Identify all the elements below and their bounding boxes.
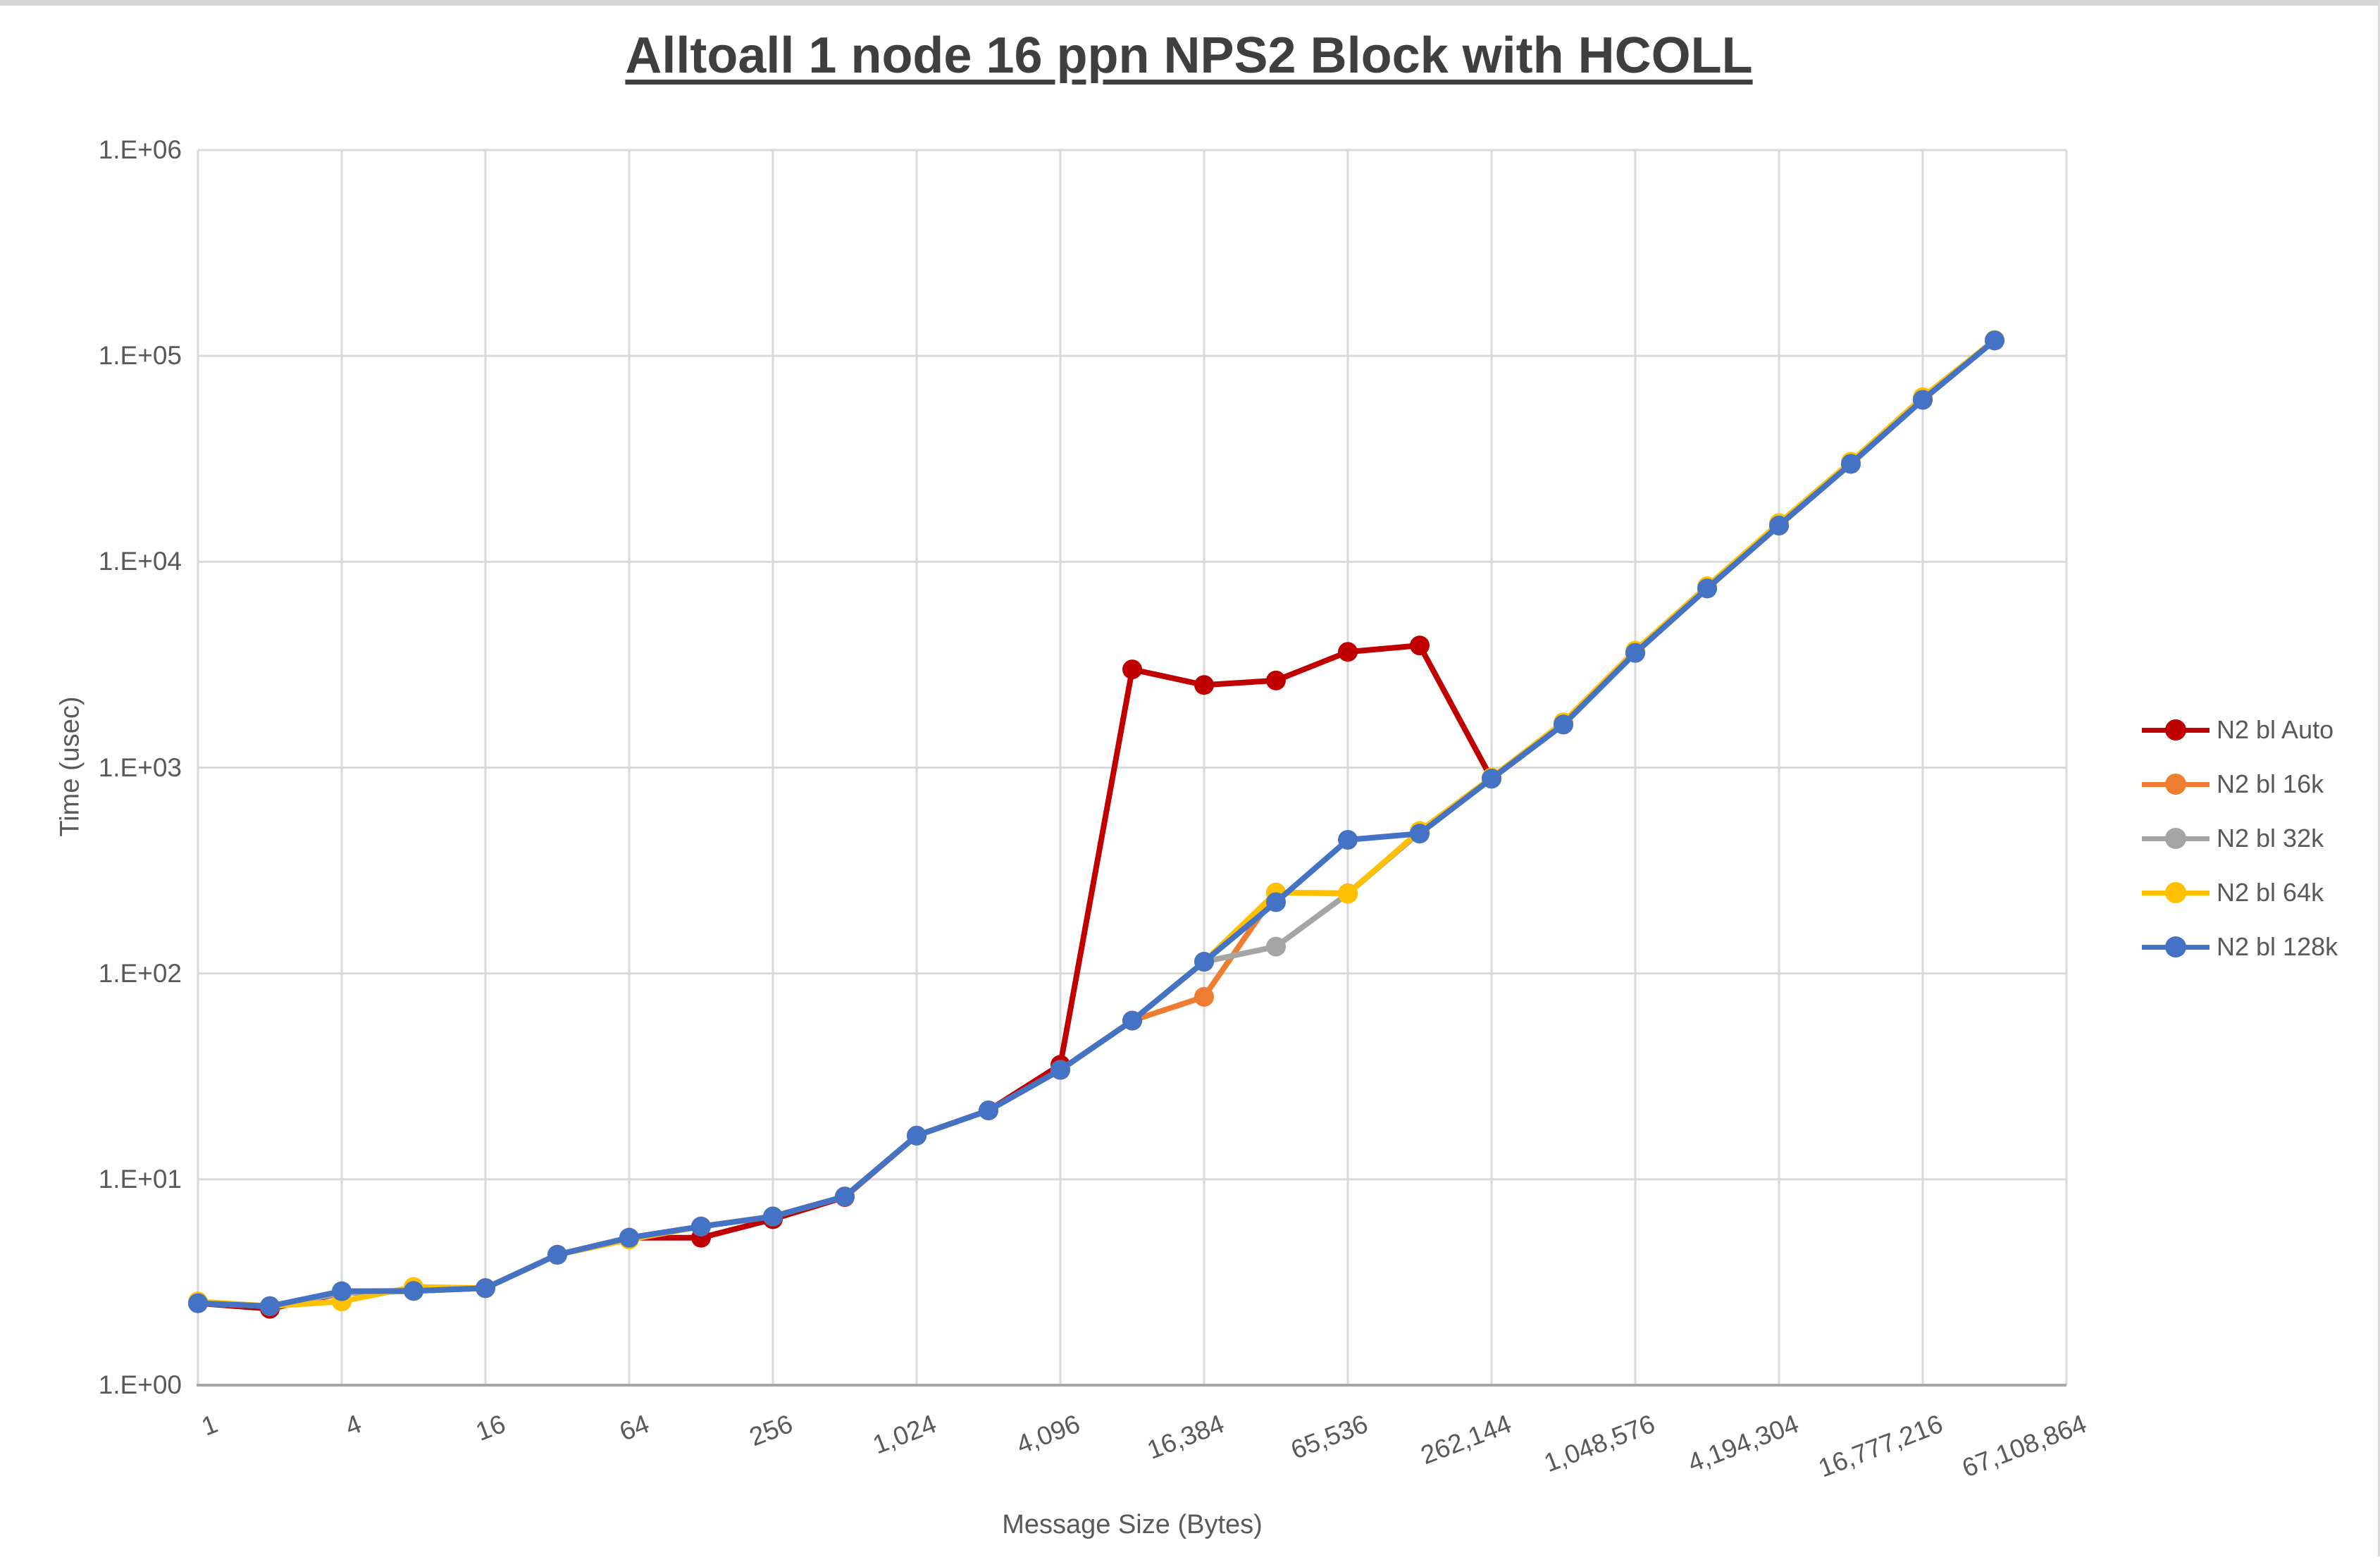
legend-item: N2 bl 32k: [2142, 811, 2338, 865]
data-point-N2-bl-128k: [835, 1186, 855, 1207]
y-tick-label: 1.E+00: [98, 1370, 182, 1399]
data-point-N2-bl-128k: [1841, 454, 1861, 474]
data-point-N2-bl-128k: [763, 1206, 783, 1227]
y-tick-label: 1.E+01: [98, 1164, 182, 1194]
data-point-N2-bl-128k: [1625, 643, 1645, 663]
data-point-N2-bl-128k: [1410, 824, 1430, 844]
series-line-N2-bl-Auto: [195, 337, 1997, 1312]
data-point-N2-bl-128k: [1338, 829, 1358, 850]
y-tick-label: 1.E+05: [98, 341, 182, 371]
legend-dot-icon: [2165, 936, 2186, 957]
legend: N2 bl Auto N2 bl 16k N2 bl 32k N2 bl 64k N2 …: [2142, 702, 2338, 974]
data-point-N2-bl-16k: [1194, 986, 1214, 1007]
y-axis-title: Time (usec): [55, 696, 85, 837]
series-line-N2-bl-16k: [195, 337, 1997, 1309]
data-point-N2-bl-128k: [1985, 330, 2004, 351]
x-axis-title: Message Size (Bytes): [1002, 1510, 1263, 1539]
legend-item-label: N2 bl 128k: [2217, 931, 2338, 961]
legend-item: N2 bl 16k: [2142, 757, 2338, 811]
legend-item: N2 bl 64k: [2142, 865, 2338, 919]
data-point-N2-bl-128k: [1769, 515, 1789, 535]
y-tick-label: 1.E+06: [98, 135, 182, 164]
data-point-N2-bl-128k: [404, 1281, 423, 1301]
legend-marker-icon: [2142, 718, 2209, 742]
data-point-N2-bl-64k: [1338, 884, 1358, 904]
y-tick-label: 1.E+04: [98, 547, 182, 576]
legend-item-label: N2 bl 16k: [2217, 769, 2324, 798]
data-point-N2-bl-128k: [691, 1216, 711, 1236]
legend-item: N2 bl 128k: [2142, 919, 2338, 974]
legend-marker-icon: [2142, 881, 2209, 905]
data-point-N2-bl-128k: [188, 1293, 208, 1313]
data-point-N2-bl-Auto: [1122, 659, 1142, 680]
data-point-N2-bl-128k: [1122, 1010, 1142, 1031]
data-point-N2-bl-128k: [1913, 390, 1933, 410]
data-point-N2-bl-128k: [1266, 892, 1286, 912]
legend-dot-icon: [2165, 773, 2186, 795]
series-line-N2-bl-32k: [195, 337, 1997, 1309]
legend-dot-icon: [2165, 827, 2186, 849]
legend-dot-icon: [2165, 881, 2186, 903]
legend-item-label: N2 bl Auto: [2217, 714, 2334, 744]
legend-item-label: N2 bl 64k: [2217, 877, 2324, 907]
y-tick-label: 1.E+02: [98, 958, 182, 988]
data-point-N2-bl-128k: [260, 1296, 280, 1316]
legend-dot-icon: [2165, 719, 2186, 740]
legend-item-label: N2 bl 32k: [2217, 823, 2324, 853]
data-point-N2-bl-128k: [1482, 769, 1501, 789]
data-point-N2-bl-128k: [979, 1101, 998, 1121]
y-tick-label: 1.E+03: [98, 752, 182, 782]
chart-title: Alltoall 1 node 16 ppn NPS2 Block with H…: [625, 27, 1753, 84]
legend-marker-icon: [2142, 935, 2209, 959]
legend-marker-icon: [2142, 826, 2209, 850]
data-point-N2-bl-128k: [1050, 1060, 1070, 1080]
data-point-N2-bl-Auto: [1410, 636, 1430, 656]
data-point-N2-bl-Auto: [1266, 670, 1286, 690]
plot-area: [188, 149, 2068, 1387]
data-point-N2-bl-128k: [1554, 714, 1573, 735]
data-point-N2-bl-128k: [619, 1227, 639, 1248]
data-point-N2-bl-128k: [1194, 952, 1214, 972]
series-line-N2-bl-128k: [195, 337, 1997, 1309]
data-point-N2-bl-32k: [1266, 936, 1286, 957]
legend-marker-icon: [2142, 772, 2209, 796]
data-point-N2-bl-128k: [547, 1244, 567, 1265]
legend-item: N2 bl Auto: [2142, 702, 2338, 757]
data-point-N2-bl-128k: [476, 1278, 495, 1298]
data-point-N2-bl-Auto: [1338, 642, 1358, 662]
data-point-N2-bl-128k: [1697, 578, 1717, 599]
series-line-N2-bl-64k: [195, 337, 1997, 1309]
data-point-N2-bl-128k: [907, 1125, 926, 1146]
data-point-N2-bl-Auto: [1194, 675, 1214, 695]
data-point-N2-bl-128k: [332, 1281, 352, 1301]
